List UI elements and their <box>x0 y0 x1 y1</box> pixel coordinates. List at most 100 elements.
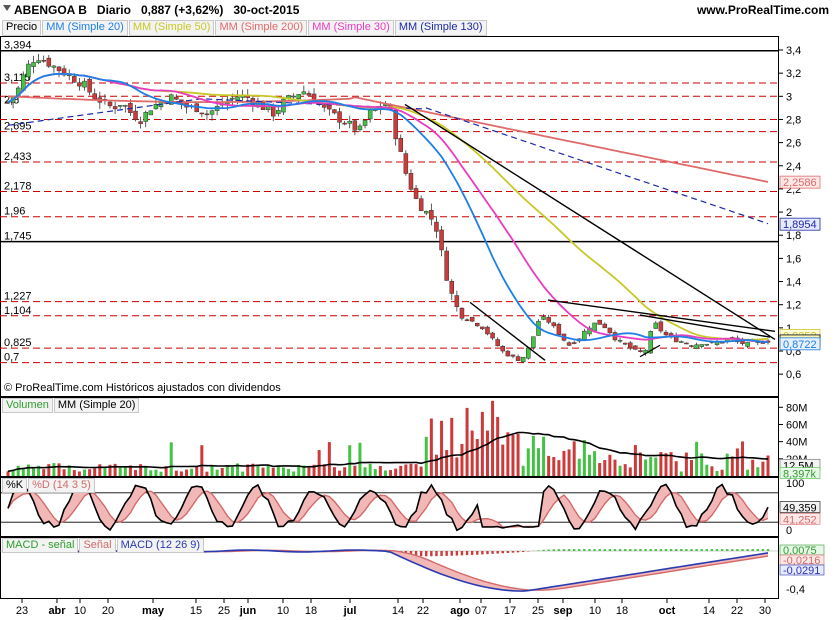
macd-hist-bar <box>572 549 576 551</box>
candle-body <box>92 93 97 100</box>
collapse-icon[interactable] <box>3 5 11 11</box>
legend-ma20[interactable]: MM (Simple 20) <box>42 20 128 36</box>
macd-tag: -0,0216 <box>783 555 820 567</box>
macd-hist-bar <box>450 551 453 556</box>
volume-bar <box>557 460 561 476</box>
volume-axis-label: 40M <box>786 437 807 449</box>
macd-signal-label[interactable]: Señal <box>79 538 116 553</box>
volume-bar <box>684 452 688 476</box>
legend-ma30[interactable]: MM (Simple 30) <box>308 20 394 36</box>
level-label: 1,104 <box>4 305 32 317</box>
price-axis-label: 1,6 <box>786 253 801 265</box>
candle-body <box>694 344 699 349</box>
candle-body <box>153 103 159 110</box>
volume-bar <box>230 467 234 476</box>
volume-bar <box>613 459 617 476</box>
volume-bar <box>47 464 51 476</box>
price-axis-label: 3,4 <box>786 45 801 57</box>
candle-body <box>87 78 92 93</box>
volume-bar <box>572 441 576 476</box>
macd-line-label[interactable]: MACD (12 26 9) <box>116 538 205 553</box>
macd-hist-bar <box>680 549 683 551</box>
level-label: 0,825 <box>4 337 32 349</box>
price-axis-label: 1 <box>786 323 792 335</box>
macd-hist-bar <box>537 550 540 551</box>
volume-bar <box>414 464 418 476</box>
volume-bar <box>664 453 668 476</box>
x-axis-label: jul <box>343 605 357 617</box>
candle-body <box>357 125 363 130</box>
volume-bar <box>582 440 586 476</box>
volume-bar <box>761 461 765 476</box>
macd-hist-bar <box>741 549 744 551</box>
volume-bar <box>348 445 352 476</box>
price-tag: 1,8954 <box>783 219 817 231</box>
volume-bar <box>93 468 97 476</box>
stoch-k-label[interactable]: %K <box>2 478 28 493</box>
macd-hist-bar <box>476 551 479 555</box>
macd-hist-bar <box>491 551 494 554</box>
candle-body <box>648 331 653 354</box>
volume-title[interactable]: Volumen <box>2 398 53 413</box>
legend-ma50[interactable]: MM (Simple 50) <box>128 20 215 36</box>
ma20-line <box>7 72 769 344</box>
macd-hist-bar <box>516 551 520 553</box>
volume-bar <box>236 463 240 476</box>
volume-bar <box>261 467 265 476</box>
candle-body <box>444 250 449 281</box>
volume-bar <box>72 470 76 476</box>
site-url[interactable]: www.ProRealTime.com <box>696 3 829 17</box>
macd-hist-bar <box>649 549 652 551</box>
macd-hist-bar <box>465 551 469 556</box>
volume-bar <box>460 444 464 476</box>
volume-bar <box>190 468 194 476</box>
stoch-d-label[interactable]: %D (14 3 5) <box>28 478 95 493</box>
volume-axis-label: 60M <box>786 419 807 431</box>
macd-hist-bar <box>674 549 678 551</box>
volume-bar <box>302 465 306 476</box>
candle-body <box>429 210 434 220</box>
candle-body <box>531 336 536 348</box>
macd-hist-bar <box>567 549 571 551</box>
x-axis-label: 20 <box>102 605 114 617</box>
macd-hist-bar <box>705 549 708 551</box>
volume-bar <box>536 448 540 476</box>
volume-bar <box>287 469 291 476</box>
volume-bar <box>623 464 627 476</box>
volume-bar <box>174 470 178 476</box>
macd-hist-bar <box>639 549 642 551</box>
macd-hist-bar <box>486 551 489 555</box>
volume-bar <box>429 418 433 476</box>
volume-bar <box>62 469 66 476</box>
volume-ma-label[interactable]: MM (Simple 20) <box>53 398 140 413</box>
stoch-tag-box <box>779 501 821 513</box>
price-axis-label: 2 <box>786 207 792 219</box>
stoch-axis-label: 0 <box>786 525 792 537</box>
ma30-line <box>7 72 768 343</box>
legend-price[interactable]: Precio <box>2 20 42 36</box>
macd-hist-bar <box>669 549 673 551</box>
volume-bar <box>37 465 41 476</box>
macd-hist-bar <box>588 549 591 551</box>
price-tag-box <box>779 337 821 351</box>
legend-ma130[interactable]: MM (Simple 130) <box>394 20 487 36</box>
price-axis-label: 2,4 <box>786 161 801 173</box>
volume-bar <box>83 469 87 476</box>
macd-hist-label[interactable]: MACD - señal <box>2 538 79 553</box>
candle-body <box>541 316 546 320</box>
volume-bar <box>689 460 693 476</box>
candle-body <box>663 331 669 336</box>
level-label: 2,178 <box>4 180 32 192</box>
x-axis-label: abr <box>48 605 66 617</box>
x-axis-label: 07 <box>475 605 487 617</box>
candle-body <box>424 211 429 214</box>
macd-hist-bar <box>634 549 637 551</box>
x-axis-label: 14 <box>392 605 404 617</box>
candle-body <box>321 104 327 108</box>
candle-body <box>367 109 373 120</box>
volume-bar <box>312 464 316 476</box>
candle-body <box>148 110 154 116</box>
volume-bar <box>455 457 459 476</box>
legend-ma200[interactable]: MM (Simple 200) <box>215 20 308 36</box>
